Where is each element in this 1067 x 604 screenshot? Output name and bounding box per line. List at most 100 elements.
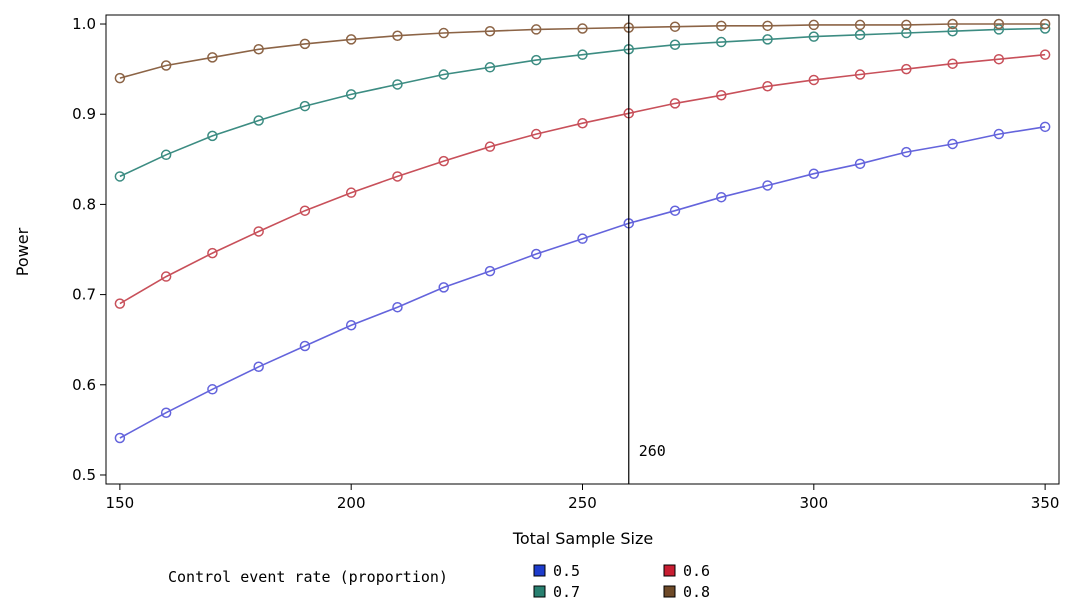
- data-point: [530, 128, 542, 140]
- data-point: [901, 19, 912, 31]
- data-point: [530, 248, 542, 260]
- data-point: [901, 63, 912, 75]
- data-point: [1039, 23, 1051, 34]
- data-point: [114, 432, 126, 444]
- x-tick-label: 250: [568, 494, 597, 512]
- y-tick-label: 0.8: [72, 195, 96, 213]
- data-point: [854, 158, 866, 170]
- legend-label: 0.7: [553, 583, 580, 601]
- reference-line-label: 260: [639, 442, 666, 460]
- data-point: [993, 128, 1005, 140]
- data-point: [345, 34, 357, 45]
- data-point: [716, 191, 727, 203]
- data-point: [438, 27, 449, 39]
- data-point: [438, 155, 449, 167]
- data-point: [392, 79, 403, 90]
- data-point: [1039, 18, 1051, 30]
- data-point: [160, 149, 172, 161]
- data-point: [160, 60, 172, 71]
- y-tick-label: 0.7: [72, 286, 96, 304]
- series-line-0.8: [119, 23, 1046, 79]
- data-point: [762, 81, 773, 92]
- data-point: [160, 271, 172, 282]
- data-point: [993, 53, 1005, 65]
- data-point: [669, 98, 681, 109]
- legend-label: 0.5: [553, 562, 580, 580]
- data-point: [530, 54, 542, 66]
- x-tick-label: 150: [106, 494, 135, 512]
- legend-label: 0.8: [683, 583, 710, 601]
- data-point: [438, 282, 449, 293]
- data-point: [993, 18, 1005, 30]
- data-point: [299, 100, 311, 112]
- data-point: [669, 21, 681, 32]
- y-tick-label: 1.0: [72, 15, 96, 33]
- data-point: [438, 69, 449, 80]
- data-point: [808, 74, 820, 86]
- data-point: [530, 24, 542, 35]
- data-point: [299, 205, 311, 216]
- data-point: [808, 19, 820, 31]
- data-point: [854, 29, 866, 41]
- data-point: [1039, 121, 1051, 133]
- legend-swatch: [533, 564, 546, 577]
- data-point: [253, 44, 264, 55]
- data-point: [484, 62, 496, 73]
- data-point: [392, 171, 403, 182]
- data-point: [808, 31, 820, 42]
- data-point: [299, 340, 311, 352]
- legend-swatch: [663, 585, 676, 598]
- data-point: [253, 361, 264, 372]
- y-axis-title: Power: [13, 227, 32, 276]
- data-point: [669, 39, 681, 51]
- data-point: [253, 226, 264, 237]
- data-point: [345, 320, 357, 331]
- x-tick-label: 200: [337, 494, 366, 512]
- data-point: [993, 24, 1005, 35]
- series-line-0.6: [119, 53, 1046, 305]
- data-point: [947, 25, 958, 37]
- data-point: [345, 187, 357, 198]
- data-point: [207, 52, 218, 63]
- data-point: [577, 117, 588, 129]
- x-axis-title: Total Sample Size: [512, 529, 653, 548]
- data-point: [114, 298, 126, 309]
- data-point: [577, 49, 588, 60]
- x-tick-label: 350: [1031, 494, 1060, 512]
- data-point: [253, 115, 264, 126]
- data-point: [1039, 49, 1051, 60]
- data-point: [762, 20, 773, 32]
- data-point: [392, 301, 403, 313]
- axes: 150 200 250 300 350 0.5 0.6 0.7 0.8 0.9 1.0: [72, 14, 1060, 512]
- data-point: [716, 36, 727, 48]
- data-point: [577, 233, 588, 244]
- data-point: [392, 30, 403, 41]
- data-point: [901, 27, 912, 39]
- data-point: [762, 180, 773, 191]
- data-point: [484, 25, 496, 37]
- series-line-0.7: [119, 27, 1046, 178]
- data-point: [207, 247, 218, 259]
- y-tick-label: 0.6: [72, 376, 96, 394]
- data-point: [762, 34, 773, 45]
- legend-title: Control event rate (proportion): [168, 568, 448, 586]
- data-point: [160, 407, 172, 418]
- legend-swatch: [533, 585, 546, 598]
- data-point: [577, 23, 588, 34]
- data-point: [114, 171, 126, 182]
- plot-area: 260: [114, 15, 1051, 484]
- data-point: [716, 90, 727, 101]
- legend-swatch: [663, 564, 676, 577]
- data-point: [716, 20, 727, 32]
- y-tick-label: 0.5: [72, 466, 96, 484]
- data-point: [207, 384, 218, 395]
- y-tick-label: 0.9: [72, 105, 96, 123]
- data-point: [947, 58, 958, 69]
- legend-label: 0.6: [683, 562, 710, 580]
- data-point: [207, 130, 218, 142]
- data-point: [484, 265, 496, 277]
- data-point: [854, 69, 866, 80]
- data-point: [901, 146, 912, 158]
- data-point: [114, 72, 126, 84]
